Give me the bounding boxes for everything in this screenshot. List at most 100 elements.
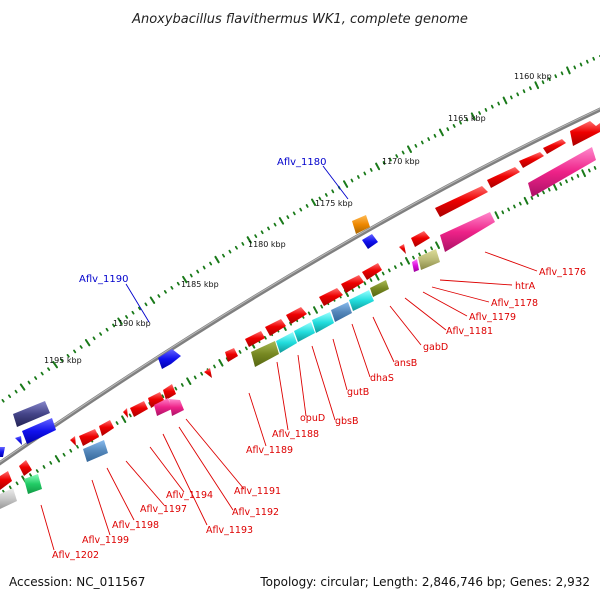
gene-cyan[interactable] bbox=[312, 312, 334, 333]
ruler-minor-tick bbox=[427, 137, 431, 142]
gene-cyan[interactable] bbox=[349, 290, 374, 311]
gene-forward[interactable] bbox=[265, 319, 286, 336]
reverse-genes bbox=[0, 147, 596, 509]
gene-label-aflv-1202[interactable]: Aflv_1202 bbox=[52, 550, 99, 561]
ruler-minor-tick bbox=[588, 168, 591, 173]
ruler-minor-tick bbox=[452, 124, 456, 128]
ruler-minor-tick bbox=[399, 262, 403, 266]
gene-steel[interactable] bbox=[83, 440, 108, 462]
gene-forward[interactable] bbox=[245, 331, 265, 347]
gene-blue[interactable] bbox=[0, 447, 5, 457]
gene-navy[interactable] bbox=[13, 401, 50, 427]
gene-label-opud[interactable]: opuD bbox=[300, 413, 325, 424]
gene-forward[interactable] bbox=[0, 471, 12, 490]
gene-label-aflv-1191[interactable]: Aflv_1191 bbox=[234, 486, 281, 497]
gene-forward[interactable] bbox=[399, 244, 406, 254]
gene-pink[interactable] bbox=[169, 399, 184, 416]
gene-forward[interactable] bbox=[99, 420, 114, 436]
gene-blue[interactable] bbox=[15, 436, 22, 445]
gene-forward[interactable] bbox=[19, 460, 32, 476]
ruler-minor-tick bbox=[579, 62, 583, 67]
gene-forward[interactable] bbox=[123, 408, 128, 418]
gene-forward[interactable] bbox=[435, 186, 488, 217]
gene-steel[interactable] bbox=[331, 302, 352, 322]
gene-label-aflv-1190[interactable]: Aflv_1190 bbox=[79, 274, 129, 285]
gene-forward[interactable] bbox=[543, 139, 566, 154]
ruler-major-tick bbox=[435, 241, 440, 249]
gene-forward[interactable] bbox=[130, 401, 148, 417]
gene-label-aflv-1193[interactable]: Aflv_1193 bbox=[206, 525, 253, 536]
gene-forward[interactable] bbox=[487, 167, 520, 188]
kbp-label-1195: 1195 kbp bbox=[44, 356, 82, 365]
ruler-minor-tick bbox=[559, 182, 563, 186]
ruler-minor-tick bbox=[433, 133, 437, 138]
gene-forward[interactable] bbox=[204, 368, 212, 378]
gene-orange[interactable] bbox=[352, 215, 370, 234]
gene-forward[interactable] bbox=[519, 152, 544, 168]
gene-label-aflv-1178[interactable]: Aflv_1178 bbox=[491, 298, 538, 309]
gene-label-aflv-1189[interactable]: Aflv_1189 bbox=[246, 445, 293, 456]
gene-forward[interactable] bbox=[411, 231, 430, 247]
gene-grey[interactable] bbox=[0, 488, 17, 509]
gene-label-gutb[interactable]: gutB bbox=[347, 387, 369, 398]
ruler-major-tick bbox=[581, 169, 586, 178]
gene-pink[interactable] bbox=[154, 398, 172, 416]
gene-forward[interactable] bbox=[570, 121, 600, 146]
gene-label-aflv-1180[interactable]: Aflv_1180 bbox=[277, 157, 327, 168]
gene-pink[interactable] bbox=[440, 212, 495, 252]
ruler-minor-tick bbox=[161, 394, 165, 399]
ruler-minor-tick bbox=[241, 241, 245, 246]
gene-label-aflv-1181[interactable]: Aflv_1181 bbox=[446, 326, 493, 337]
gene-forward[interactable] bbox=[70, 436, 76, 446]
gene-label-ansb[interactable]: ansB bbox=[394, 358, 417, 369]
gene-label-gbsb[interactable]: gbsB bbox=[335, 416, 359, 427]
ruler-minor-tick bbox=[548, 77, 551, 82]
gene-label-gabd[interactable]: gabD bbox=[423, 342, 448, 353]
gene-olive[interactable] bbox=[370, 280, 389, 297]
gene-green[interactable] bbox=[24, 474, 42, 494]
ruler-minor-tick bbox=[363, 171, 367, 176]
gene-forward[interactable] bbox=[225, 348, 238, 362]
ruler-major-tick bbox=[470, 112, 476, 121]
outer-ruler bbox=[1, 55, 600, 403]
gene-forward[interactable] bbox=[319, 288, 343, 306]
ruler-minor-tick bbox=[412, 255, 415, 260]
gene-forward[interactable] bbox=[362, 263, 382, 280]
gene-label-aflv-1176[interactable]: Aflv_1176 bbox=[539, 267, 586, 278]
gene-label-aflv-1199[interactable]: Aflv_1199 bbox=[82, 535, 129, 546]
gene-label-aflv-1188[interactable]: Aflv_1188 bbox=[272, 429, 319, 440]
gene-olive[interactable] bbox=[251, 341, 279, 367]
ruler-minor-tick bbox=[592, 56, 595, 61]
gene-label-aflv-1179[interactable]: Aflv_1179 bbox=[469, 312, 516, 323]
ruler-minor-tick bbox=[8, 485, 12, 490]
ruler-minor-tick bbox=[501, 210, 505, 215]
gene-cyan[interactable] bbox=[294, 322, 315, 342]
gene-label-dhas[interactable]: dhaS bbox=[370, 373, 394, 384]
gene-forward[interactable] bbox=[79, 429, 99, 446]
gene-forward[interactable] bbox=[163, 384, 176, 400]
ruler-minor-tick bbox=[418, 252, 422, 257]
gene-label-aflv-1197[interactable]: Aflv_1197 bbox=[140, 504, 187, 515]
gene-label-aflv-1192[interactable]: Aflv_1192 bbox=[232, 507, 279, 518]
gene-blue[interactable] bbox=[22, 418, 56, 444]
ruler-major-tick bbox=[494, 211, 500, 220]
ruler-minor-tick bbox=[131, 310, 135, 315]
ruler-minor-tick bbox=[42, 465, 46, 469]
gene-forward[interactable] bbox=[341, 275, 364, 293]
ruler-major-tick bbox=[374, 273, 380, 281]
ruler-minor-tick bbox=[554, 74, 558, 79]
gene-cyan[interactable] bbox=[276, 332, 297, 353]
gene-label-aflv-1194[interactable]: Aflv_1194 bbox=[166, 490, 213, 501]
gene-pink[interactable] bbox=[528, 147, 596, 197]
gene-forward[interactable] bbox=[286, 307, 307, 324]
gene-khaki[interactable] bbox=[418, 249, 440, 270]
gene-label-htra[interactable]: htrA bbox=[515, 281, 536, 292]
gene-magenta[interactable] bbox=[412, 259, 419, 272]
ruler-minor-tick bbox=[414, 143, 418, 148]
gene-forward[interactable] bbox=[148, 392, 164, 408]
gene-label-aflv-1198[interactable]: Aflv_1198 bbox=[112, 520, 159, 531]
gene-blue[interactable] bbox=[362, 234, 378, 249]
ruler-minor-tick bbox=[144, 302, 148, 307]
ruler-minor-tick bbox=[318, 196, 322, 201]
gene-blue[interactable] bbox=[158, 349, 181, 369]
